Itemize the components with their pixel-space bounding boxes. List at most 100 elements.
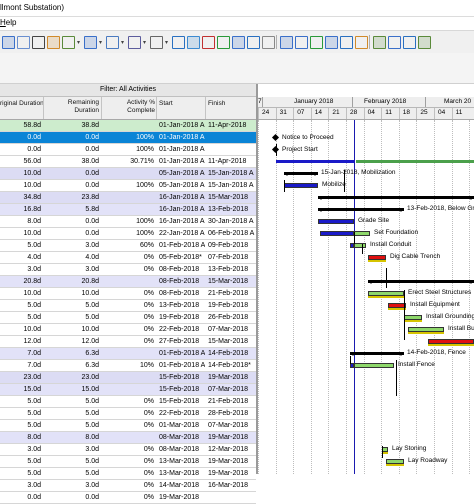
menu-item-help[interactable]: Help xyxy=(0,18,16,27)
hash-icon[interactable] xyxy=(150,36,163,49)
table-row[interactable]: 15.0d 15.0d 15-Feb-2018 07-Mar-2018 xyxy=(0,384,256,396)
table-row[interactable]: 34.8d 23.8d 16-Jan-2018 A 15-Mar-2018 xyxy=(0,192,256,204)
table-row[interactable]: 3.0d 3.0d 0% 08-Mar-2018 12-Mar-2018 xyxy=(0,444,256,456)
expand-icon[interactable] xyxy=(373,36,386,49)
summary-label: 14-Feb-2018, Fence xyxy=(407,349,466,356)
col-finish[interactable]: Finish xyxy=(208,100,226,107)
table-row[interactable]: 7.0d 6.3d 01-Feb-2018 A 14-Feb-2018 xyxy=(0,348,256,360)
table-row[interactable]: 10.0d 0.0d 05-Jan-2018 A 15-Jan-2018 A xyxy=(0,168,256,180)
table-row[interactable]: 0.0d 0.0d 100% 01-Jan-2018 A xyxy=(0,144,256,156)
network-icon[interactable] xyxy=(247,36,260,49)
col-original-duration[interactable]: riginal Duration xyxy=(0,100,44,107)
table-row[interactable]: 5.0d 5.0d 0% 19-Feb-2018 26-Feb-2018 xyxy=(0,312,256,324)
dropdown-icon[interactable]: ▾ xyxy=(77,40,81,46)
table-row[interactable]: 56.0d 38.0d 30.71% 01-Jan-2018 A 11-Apr-2018 xyxy=(0,156,256,168)
remaining-bar[interactable] xyxy=(354,243,366,248)
activity-bar[interactable] xyxy=(284,183,318,188)
summary-bar-actual xyxy=(276,160,354,163)
table-row[interactable]: 3.0d 3.0d 0% 08-Feb-2018 13-Feb-2018 xyxy=(0,264,256,276)
activity-bar[interactable] xyxy=(320,231,354,236)
cell-finish: 11-Apr-2018 xyxy=(208,122,247,129)
print-icon[interactable] xyxy=(32,36,45,49)
schedule-icon[interactable] xyxy=(202,36,215,49)
goto-icon[interactable] xyxy=(340,36,353,49)
activity-bar[interactable] xyxy=(318,219,354,224)
scroll-icon[interactable] xyxy=(325,36,338,49)
cell-original-duration: 15.0d xyxy=(23,386,41,393)
move-icon[interactable] xyxy=(355,36,368,49)
table-row[interactable]: 0.0d 0.0d 0% 19-Mar-2018 xyxy=(0,492,256,504)
bar-chart-icon[interactable] xyxy=(62,36,75,49)
activity-label: Dig Cable Trench xyxy=(390,253,441,260)
table-row[interactable]: 5.0d 5.0d 0% 13-Feb-2018 19-Feb-2018 xyxy=(0,300,256,312)
dropdown-icon[interactable]: ▾ xyxy=(143,40,147,46)
milestone-diamond xyxy=(271,133,280,142)
table-row[interactable]: 23.0d 23.0d 15-Feb-2018 19-Mar-2018 xyxy=(0,372,256,384)
activity-bar[interactable] xyxy=(368,291,404,296)
dropdown-icon[interactable]: ▾ xyxy=(165,40,169,46)
sort-icon[interactable] xyxy=(232,36,245,49)
remaining-bar[interactable] xyxy=(354,231,370,236)
table-row[interactable]: 0.0d 0.0d 100% 01-Jan-2018 A xyxy=(0,132,256,144)
table-row[interactable]: 7.0d 6.3d 10% 01-Feb-2018 A 14-Feb-2018* xyxy=(0,360,256,372)
col-activity-pct[interactable]: Activity % Complete xyxy=(102,99,155,115)
spreadsheet-icon[interactable] xyxy=(172,36,185,49)
table-row[interactable]: 5.0d 5.0d 0% 13-Mar-2018 19-Mar-2018 xyxy=(0,468,256,480)
remaining-bar[interactable] xyxy=(354,363,394,368)
group-icon[interactable] xyxy=(84,36,97,49)
activity-bar[interactable] xyxy=(386,459,404,464)
attach-icon[interactable] xyxy=(418,36,431,49)
col-remaining-line2: Duration xyxy=(74,107,99,114)
cell-original-duration: 5.0d xyxy=(27,410,41,417)
table-row[interactable]: 4.0d 4.0d 0% 05-Feb-2018* 07-Feb-2018 xyxy=(0,252,256,264)
fit-icon[interactable] xyxy=(310,36,323,49)
table-row[interactable]: 5.0d 3.0d 60% 01-Feb-2018 A 09-Feb-2018 xyxy=(0,240,256,252)
timescale-week: 04 xyxy=(438,109,446,116)
cell-original-duration: 12.0d xyxy=(23,338,41,345)
paint-icon[interactable] xyxy=(47,36,60,49)
zoom-in-icon[interactable] xyxy=(280,36,293,49)
columns-icon[interactable] xyxy=(17,36,30,49)
activity-bar[interactable] xyxy=(368,255,386,260)
table-row[interactable]: 10.0d 10.0d 0% 08-Feb-2018 21-Feb-2018 xyxy=(0,288,256,300)
table-row[interactable]: 5.0d 5.0d 0% 15-Feb-2018 21-Feb-2018 xyxy=(0,396,256,408)
table-icon[interactable] xyxy=(106,36,119,49)
table-row[interactable]: 16.8d 5.8d 16-Jan-2018 A 13-Feb-2018 xyxy=(0,204,256,216)
activity-bar[interactable] xyxy=(350,363,354,368)
table-row[interactable]: 3.0d 3.0d 0% 14-Mar-2018 16-Mar-2018 xyxy=(0,480,256,492)
relationship-line xyxy=(382,446,383,458)
table-row[interactable]: 12.0d 12.0d 0% 27-Feb-2018 15-Mar-2018 xyxy=(0,336,256,348)
timescale-icon[interactable] xyxy=(187,36,200,49)
col-start[interactable]: Start xyxy=(159,100,173,107)
cell-finish: 19-Mar-2018 xyxy=(208,434,249,441)
cell-original-duration: 5.0d xyxy=(27,314,41,321)
link-icon[interactable] xyxy=(262,36,275,49)
table-row[interactable]: 8.0d 0.0d 100% 16-Jan-2018 A 30-Jan-2018 A xyxy=(0,216,256,228)
table-row[interactable]: 10.0d 0.0d 100% 05-Jan-2018 A 15-Jan-2018 A xyxy=(0,180,256,192)
table-row[interactable]: 58.8d 38.8d 01-Jan-2018 A 11-Apr-2018 xyxy=(0,120,256,132)
table-row[interactable]: 10.0d 10.0d 0% 22-Feb-2018 07-Mar-2018 xyxy=(0,324,256,336)
cell-activity-pct: 0% xyxy=(143,314,154,321)
table-row[interactable]: 5.0d 5.0d 0% 01-Mar-2018 07-Mar-2018 xyxy=(0,420,256,432)
table-row[interactable]: 10.0d 0.0d 100% 22-Jan-2018 A 06-Feb-2018 A xyxy=(0,228,256,240)
layout-icon[interactable] xyxy=(2,36,15,49)
pane-splitter[interactable] xyxy=(256,84,258,474)
cell-remaining-duration: 3.0d xyxy=(85,482,99,489)
activity-bar[interactable] xyxy=(350,243,354,248)
table-row[interactable]: 8.0d 8.0d 08-Mar-2018 19-Mar-2018 xyxy=(0,432,256,444)
level-icon[interactable] xyxy=(217,36,230,49)
dropdown-icon[interactable]: ▾ xyxy=(121,40,125,46)
activity-bar[interactable] xyxy=(408,327,444,332)
dropdown-icon[interactable]: ▾ xyxy=(99,40,103,46)
compress-icon[interactable] xyxy=(388,36,401,49)
zoom-out-icon[interactable] xyxy=(295,36,308,49)
table-row[interactable]: 5.0d 5.0d 0% 13-Mar-2018 19-Mar-2018 xyxy=(0,456,256,468)
progress-icon[interactable] xyxy=(403,36,416,49)
cell-start: 13-Feb-2018 xyxy=(159,302,200,309)
table-row[interactable]: 5.0d 5.0d 0% 22-Feb-2018 28-Feb-2018 xyxy=(0,408,256,420)
filter-icon[interactable] xyxy=(128,36,141,49)
cell-remaining-duration: 10.0d xyxy=(81,290,99,297)
table-row[interactable]: 20.8d 20.8d 08-Feb-2018 15-Mar-2018 xyxy=(0,276,256,288)
activity-bar[interactable] xyxy=(388,303,406,308)
col-remaining-duration[interactable]: Remaining Duration xyxy=(44,99,99,115)
